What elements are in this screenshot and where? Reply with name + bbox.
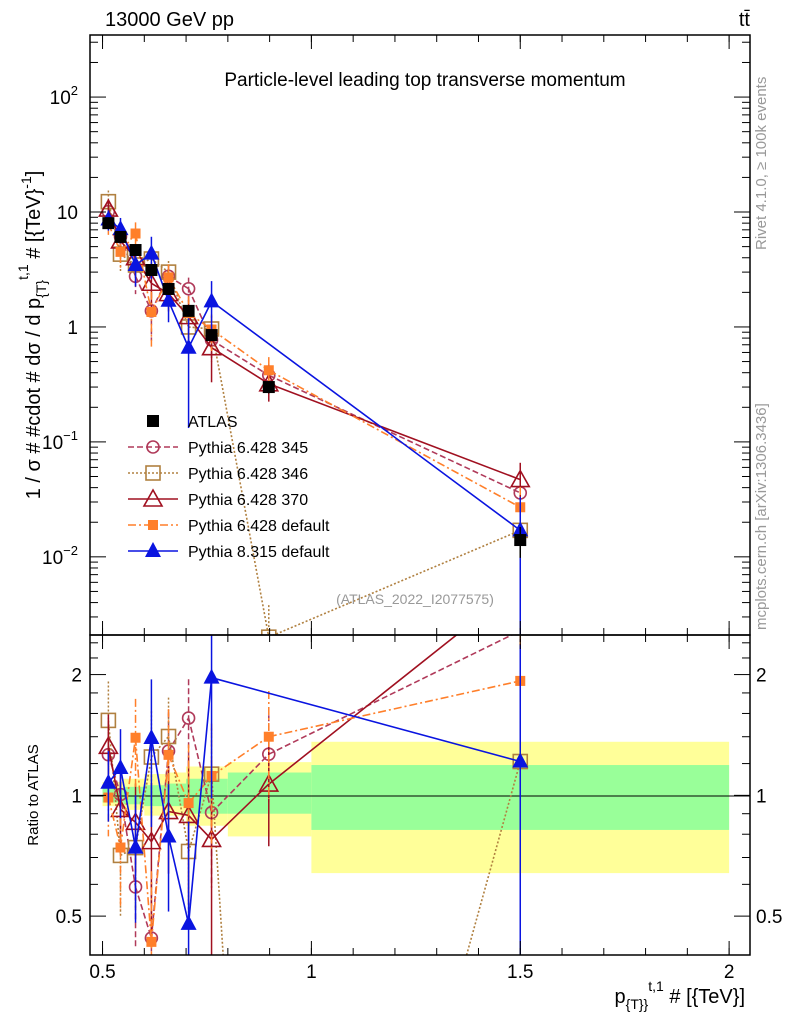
reference-point bbox=[205, 329, 218, 342]
axes: 0.5 1 1.5 2 102 10 1 10−1 10−2 2 2 1 1 0.5 0.5 bbox=[42, 35, 782, 983]
ratio-panel-marks bbox=[98, 635, 529, 955]
series-3-main-point bbox=[163, 272, 174, 283]
y-tick-label: 1 bbox=[67, 318, 78, 339]
series-2-main-point bbox=[201, 337, 222, 356]
series-2-ratio-point bbox=[201, 828, 222, 848]
series-3-main-point bbox=[115, 246, 126, 257]
ratio-y-axis-label: Ratio to ATLAS bbox=[25, 744, 42, 845]
rivet-label: Rivet 4.1.0, ≥ 100k events bbox=[753, 77, 770, 250]
ratio-tick-label: 2 bbox=[71, 666, 82, 687]
x-tick-label: 2 bbox=[724, 962, 735, 983]
series-2-main-point bbox=[141, 272, 162, 292]
reference-point bbox=[102, 217, 115, 230]
legend-label: Pythia 8.315 default bbox=[188, 544, 330, 561]
legend-marker bbox=[146, 440, 160, 454]
energy-label: 13000 GeV pp bbox=[105, 9, 234, 31]
series-4-ratio-point bbox=[180, 914, 197, 930]
series-4-ratio-line bbox=[107, 676, 521, 925]
legend-marker bbox=[145, 465, 161, 481]
ratio-tick-label: 1 bbox=[71, 786, 82, 807]
series-4-main-point bbox=[143, 244, 160, 260]
series-2-ratio-point bbox=[141, 830, 162, 850]
y-tick-label: 10−2 bbox=[42, 543, 78, 569]
ratio-tick-label-right: 1 bbox=[756, 786, 767, 807]
band-green bbox=[227, 772, 312, 814]
series-0-main-point bbox=[181, 281, 196, 296]
reference-point bbox=[145, 263, 158, 276]
series-4-ratio-point bbox=[203, 668, 220, 684]
series-2-main-line bbox=[107, 208, 521, 481]
reference-point bbox=[114, 230, 127, 243]
reference-point bbox=[162, 282, 175, 295]
reference-point bbox=[182, 304, 195, 317]
series-4-main-point bbox=[160, 291, 177, 307]
y-tick-label: 10−1 bbox=[42, 428, 78, 454]
series-3-ratio-line bbox=[107, 680, 521, 942]
series-4-ratio-point bbox=[143, 728, 160, 744]
legend-marker bbox=[142, 488, 164, 507]
x-tick-label: 0.5 bbox=[89, 962, 115, 983]
reference-point bbox=[514, 534, 527, 547]
main-panel-marks bbox=[98, 190, 531, 635]
series-4-ratio-point bbox=[127, 838, 144, 854]
band-green bbox=[165, 783, 187, 807]
series-4-main-point bbox=[180, 338, 197, 354]
series-3-ratio-point bbox=[130, 732, 141, 743]
legend-marker bbox=[148, 520, 158, 530]
series-3-ratio-point bbox=[146, 936, 157, 947]
series-4-main-line bbox=[107, 218, 521, 532]
analysis-label: (ATLAS_2022_I2077575) bbox=[336, 591, 494, 607]
legend: ATLAS Pythia 6.428 345 Pythia 6.428 346 Pyt… bbox=[128, 414, 330, 561]
chart-title: Particle-level leading top transverse mo… bbox=[224, 70, 625, 91]
legend-label: Pythia 6.428 370 bbox=[188, 492, 308, 509]
legend-label: Pythia 6.428 346 bbox=[188, 466, 308, 483]
series-2-main-point bbox=[509, 468, 531, 488]
series-3-ratio-point bbox=[115, 842, 126, 853]
series-0-main-line bbox=[107, 211, 521, 494]
series-4-ratio-point bbox=[100, 773, 117, 789]
legend-label: ATLAS bbox=[188, 414, 238, 431]
legend-marker bbox=[147, 415, 159, 427]
series-3-main-point bbox=[263, 365, 274, 376]
y-tick-label: 10 bbox=[57, 203, 78, 224]
series-3-main-point bbox=[130, 228, 141, 239]
reference-point bbox=[129, 244, 142, 257]
series-3-main-point bbox=[146, 306, 157, 317]
legend-label: Pythia 6.428 default bbox=[188, 518, 330, 535]
process-label: tt̄ bbox=[739, 9, 751, 31]
series-3-ratio-point bbox=[263, 731, 274, 742]
x-tick-label: 1 bbox=[306, 962, 317, 983]
y-axis-label: 1 / σ # #cdot # dσ / d p{T}t,1 # [{TeV}-… bbox=[15, 171, 49, 500]
reference-point bbox=[262, 381, 275, 394]
series-3-ratio-point bbox=[163, 749, 174, 760]
series-4-main-point bbox=[203, 292, 220, 308]
series-3-main-line bbox=[107, 223, 521, 509]
ratio-tick-label: 0.5 bbox=[56, 907, 82, 928]
x-tick-label: 1.5 bbox=[507, 962, 533, 983]
series-4-ratio-point bbox=[160, 827, 177, 843]
x-axis-label: p{T}}t,1 # [{TeV}] bbox=[615, 978, 745, 1012]
series-4-ratio-point bbox=[512, 752, 529, 768]
legend-marker bbox=[145, 542, 161, 557]
mcplots-label: mcplots.cern.ch [arXiv:1306.3436] bbox=[753, 403, 770, 630]
series-4-main-point bbox=[127, 255, 144, 271]
series-0-ratio-point bbox=[181, 711, 196, 725]
legend-label: Pythia 6.428 345 bbox=[188, 440, 308, 457]
series-1-main-line bbox=[107, 201, 521, 635]
ratio-tick-label-right: 0.5 bbox=[756, 907, 782, 928]
series-1-main-point bbox=[260, 629, 277, 635]
y-tick-label: 102 bbox=[50, 83, 78, 109]
series-4-ratio-point bbox=[112, 759, 129, 775]
series-3-ratio-point bbox=[183, 798, 194, 809]
ratio-uncertainty-bands bbox=[102, 741, 730, 874]
ratio-tick-label-right: 2 bbox=[756, 666, 767, 687]
